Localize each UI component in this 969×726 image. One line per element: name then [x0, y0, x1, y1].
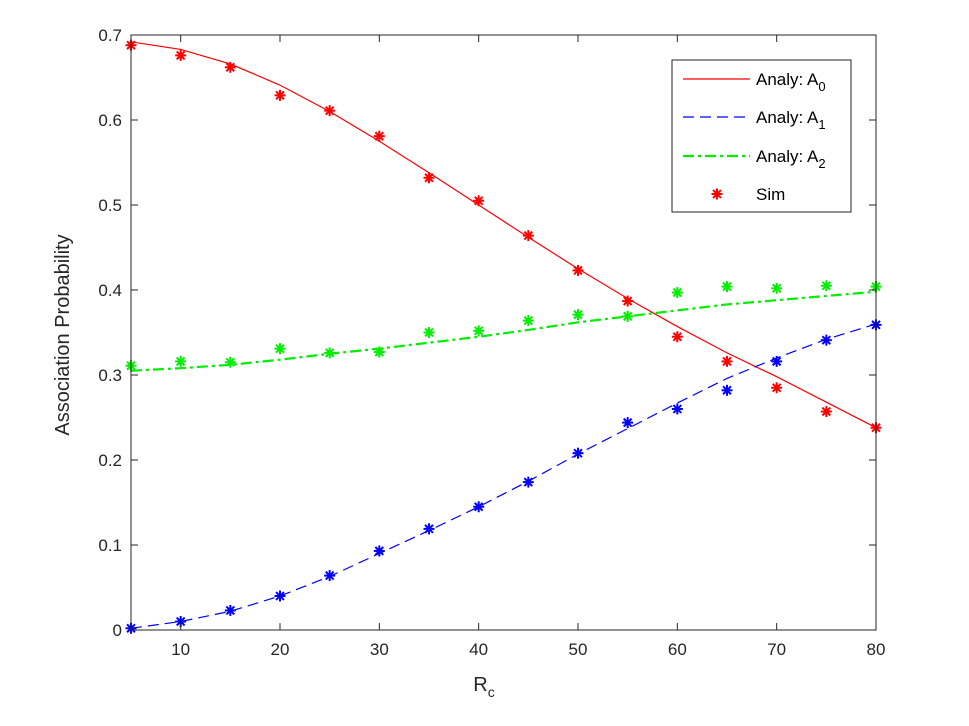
sim-marker-1-5 — [373, 545, 385, 557]
y-tick-label-0.5: 0.5 — [98, 196, 122, 215]
sim-marker-1-9 — [572, 447, 584, 459]
y-tick-label-0.1: 0.1 — [98, 536, 122, 555]
y-tick-label-0.7: 0.7 — [98, 26, 122, 45]
series-line-2 — [130, 290, 877, 372]
sim-marker-0-7 — [473, 195, 485, 207]
x-axis-label-subscript: c — [488, 684, 495, 700]
x-tick-label-80: 80 — [867, 640, 886, 659]
x-tick-label-20: 20 — [271, 640, 290, 659]
sim-marker-2-10 — [622, 310, 634, 322]
sim-marker-0-8 — [522, 230, 534, 242]
sim-marker-2-8 — [522, 315, 534, 327]
sim-marker-1-10 — [622, 417, 634, 429]
y-tick-label-0.3: 0.3 — [98, 366, 122, 385]
sim-marker-1-13 — [771, 355, 783, 367]
sim-marker-1-12 — [721, 384, 733, 396]
sim-marker-2-11 — [671, 287, 683, 299]
sim-marker-1-11 — [671, 403, 683, 415]
sim-marker-0-6 — [423, 172, 435, 184]
x-tick-label-70: 70 — [767, 640, 786, 659]
legend-entry-2-subscript: 2 — [818, 156, 825, 171]
sim-marker-1-2 — [224, 604, 236, 616]
legend-entry-2: Analy: A2 — [756, 147, 826, 171]
legend-entry-sim: Sim — [756, 185, 785, 204]
sim-marker-0-1 — [175, 49, 187, 61]
legend-entry-0: Analy: A0 — [756, 70, 826, 94]
sim-marker-0-11 — [671, 331, 683, 343]
y-tick-label-0.4: 0.4 — [98, 281, 122, 300]
sim-marker-2-5 — [373, 346, 385, 358]
legend-entry-2-label: Analy: A — [756, 147, 819, 166]
x-tick-label-40: 40 — [469, 640, 488, 659]
sim-marker-1-14 — [820, 334, 832, 346]
y-tick-label-0: 0 — [113, 621, 122, 640]
legend-entry-1: Analy: A1 — [756, 108, 826, 132]
sim-marker-1-8 — [522, 476, 534, 488]
sim-marker-0-12 — [721, 355, 733, 367]
legend-box — [671, 59, 852, 213]
sim-marker-0-10 — [622, 295, 634, 307]
sim-marker-0-5 — [373, 130, 385, 142]
legend-entry-0-label: Analy: A — [756, 70, 819, 89]
x-tick-label-60: 60 — [668, 640, 687, 659]
sim-marker-1-7 — [473, 501, 485, 513]
sim-marker-0-4 — [324, 105, 336, 117]
legend-entry-1-subscript: 1 — [818, 117, 825, 132]
legend-entry-1-label: Analy: A — [756, 108, 819, 127]
y-axis-label: Association Probability — [52, 234, 74, 435]
x-axis-label-main: R — [473, 674, 487, 696]
x-tick-label-10: 10 — [171, 640, 190, 659]
sim-marker-2-2 — [224, 356, 236, 368]
sim-marker-0-2 — [224, 61, 236, 73]
sim-marker-2-14 — [820, 280, 832, 292]
sim-marker-2-12 — [721, 281, 733, 293]
sim-marker-1-3 — [274, 590, 286, 602]
sim-marker-2-7 — [473, 325, 485, 337]
sim-marker-0-13 — [771, 382, 783, 394]
legend-swatch-sim — [711, 188, 723, 200]
axes-frame — [130, 34, 877, 631]
y-tick-label-0.2: 0.2 — [98, 451, 122, 470]
series-line-1 — [130, 323, 877, 629]
x-tick-label-30: 30 — [370, 640, 389, 659]
sim-marker-2-4 — [324, 347, 336, 359]
x-tick-label-50: 50 — [569, 640, 588, 659]
sim-marker-2-1 — [175, 355, 187, 367]
legend-entry-0-subscript: 0 — [818, 79, 825, 94]
sim-marker-2-9 — [572, 309, 584, 321]
x-axis-label: Rc — [473, 674, 494, 700]
sim-marker-2-13 — [771, 282, 783, 294]
sim-marker-0-14 — [820, 406, 832, 418]
sim-marker-1-6 — [423, 523, 435, 535]
series-line-0 — [130, 41, 877, 429]
sim-marker-2-6 — [423, 327, 435, 338]
sim-marker-2-3 — [274, 343, 286, 355]
series-layer — [130, 41, 877, 629]
sim-marker-0-3 — [274, 89, 286, 101]
y-tick-label-0.6: 0.6 — [98, 111, 122, 130]
sim-marker-0-9 — [572, 264, 584, 276]
sim-marker-1-4 — [324, 570, 336, 582]
